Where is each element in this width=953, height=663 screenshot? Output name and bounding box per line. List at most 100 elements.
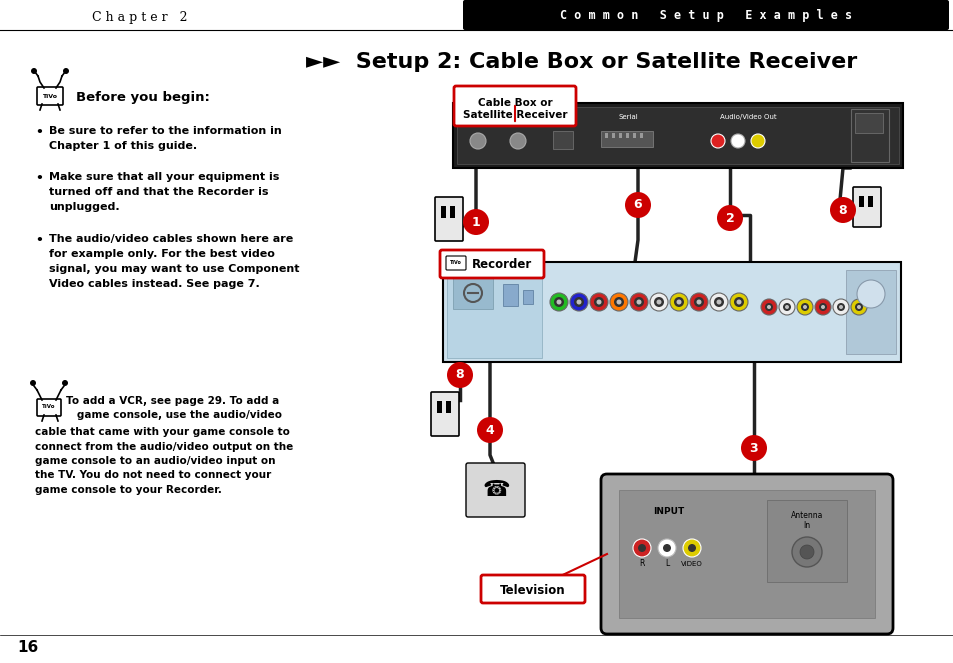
Circle shape — [554, 297, 563, 307]
Circle shape — [596, 300, 601, 304]
Bar — [450, 206, 455, 218]
Circle shape — [62, 380, 68, 386]
Circle shape — [801, 303, 808, 311]
Circle shape — [821, 305, 824, 309]
Text: 1: 1 — [471, 215, 480, 229]
Bar — [440, 206, 446, 218]
Bar — [633, 133, 636, 138]
Bar — [456, 107, 898, 164]
Text: R: R — [639, 560, 644, 568]
Circle shape — [476, 417, 502, 443]
Text: Video cables instead. See page 7.: Video cables instead. See page 7. — [49, 279, 259, 289]
Circle shape — [764, 303, 772, 311]
Circle shape — [814, 299, 830, 315]
FancyBboxPatch shape — [480, 575, 584, 603]
Circle shape — [656, 300, 660, 304]
Text: 16: 16 — [17, 640, 38, 654]
Circle shape — [649, 293, 667, 311]
Text: Television: Television — [499, 583, 565, 597]
Text: 8: 8 — [838, 204, 846, 217]
Bar — [502, 284, 517, 306]
Bar — [436, 401, 441, 413]
Circle shape — [696, 300, 700, 304]
Bar — [453, 277, 493, 309]
Text: Before you begin:: Before you begin: — [76, 91, 210, 103]
Text: L: L — [664, 560, 668, 568]
Text: 2: 2 — [725, 211, 734, 225]
Circle shape — [730, 134, 744, 148]
Circle shape — [638, 544, 645, 552]
Bar — [867, 196, 872, 207]
Text: •: • — [35, 172, 43, 185]
Text: 8: 8 — [456, 369, 464, 381]
Bar — [522, 290, 533, 304]
FancyBboxPatch shape — [852, 187, 880, 227]
Circle shape — [713, 297, 723, 307]
Text: Cable Box or
Satellite Receiver: Cable Box or Satellite Receiver — [462, 98, 567, 119]
Bar — [850, 109, 888, 162]
Circle shape — [856, 280, 884, 308]
Circle shape — [782, 303, 790, 311]
Circle shape — [800, 545, 813, 559]
Circle shape — [832, 299, 848, 315]
Text: ☎: ☎ — [481, 480, 509, 500]
Text: Serial: Serial — [618, 114, 638, 120]
FancyBboxPatch shape — [600, 474, 892, 634]
Circle shape — [556, 300, 561, 304]
Circle shape — [689, 293, 707, 311]
Circle shape — [784, 305, 788, 309]
FancyBboxPatch shape — [462, 0, 948, 30]
Circle shape — [654, 297, 663, 307]
Text: To add a VCR, see page 29. To add a: To add a VCR, see page 29. To add a — [66, 396, 279, 406]
Text: for example only. For the best video: for example only. For the best video — [49, 249, 274, 259]
Circle shape — [662, 544, 670, 552]
Text: ►►  Setup 2: Cable Box or Satellite Receiver: ►► Setup 2: Cable Box or Satellite Recei… — [306, 52, 857, 72]
Circle shape — [687, 544, 696, 552]
Circle shape — [856, 305, 861, 309]
Text: unplugged.: unplugged. — [49, 202, 119, 212]
Bar — [639, 133, 642, 138]
Text: VIDEO: VIDEO — [680, 561, 702, 567]
Text: Be sure to refer to the information in: Be sure to refer to the information in — [49, 126, 281, 136]
Circle shape — [658, 539, 676, 557]
Text: game console to an audio/video input on: game console to an audio/video input on — [35, 456, 275, 466]
Circle shape — [609, 293, 627, 311]
Bar — [766, 500, 846, 582]
Text: Make sure that all your equipment is: Make sure that all your equipment is — [49, 172, 279, 182]
Text: game console to your Recorder.: game console to your Recorder. — [35, 485, 222, 495]
Circle shape — [740, 435, 766, 461]
Text: Audio/Video Out: Audio/Video Out — [719, 114, 776, 120]
Text: C h a p t e r   2: C h a p t e r 2 — [92, 11, 188, 25]
Circle shape — [633, 539, 650, 557]
Text: •: • — [35, 126, 43, 139]
Circle shape — [760, 299, 776, 315]
Circle shape — [796, 299, 812, 315]
Text: 4: 4 — [485, 424, 494, 436]
Circle shape — [510, 133, 525, 149]
Circle shape — [30, 68, 37, 74]
Circle shape — [791, 537, 821, 567]
Circle shape — [63, 68, 69, 74]
Bar — [453, 103, 902, 168]
Circle shape — [30, 380, 36, 386]
Bar — [618, 490, 874, 618]
Circle shape — [447, 362, 473, 388]
Bar — [845, 270, 895, 354]
Bar — [447, 266, 541, 358]
Circle shape — [636, 300, 640, 304]
Text: Chapter 1 of this guide.: Chapter 1 of this guide. — [49, 141, 197, 151]
Circle shape — [576, 300, 581, 304]
Text: C o m m o n   S e t u p   E x a m p l e s: C o m m o n S e t u p E x a m p l e s — [559, 9, 851, 21]
Circle shape — [614, 297, 623, 307]
Circle shape — [673, 297, 683, 307]
Circle shape — [709, 293, 727, 311]
Circle shape — [716, 300, 720, 304]
Text: •: • — [35, 234, 43, 247]
Bar — [600, 131, 652, 147]
Text: In: In — [802, 522, 810, 530]
Bar — [604, 133, 607, 138]
Circle shape — [750, 134, 764, 148]
Bar — [618, 133, 621, 138]
Circle shape — [462, 209, 489, 235]
Circle shape — [594, 297, 603, 307]
